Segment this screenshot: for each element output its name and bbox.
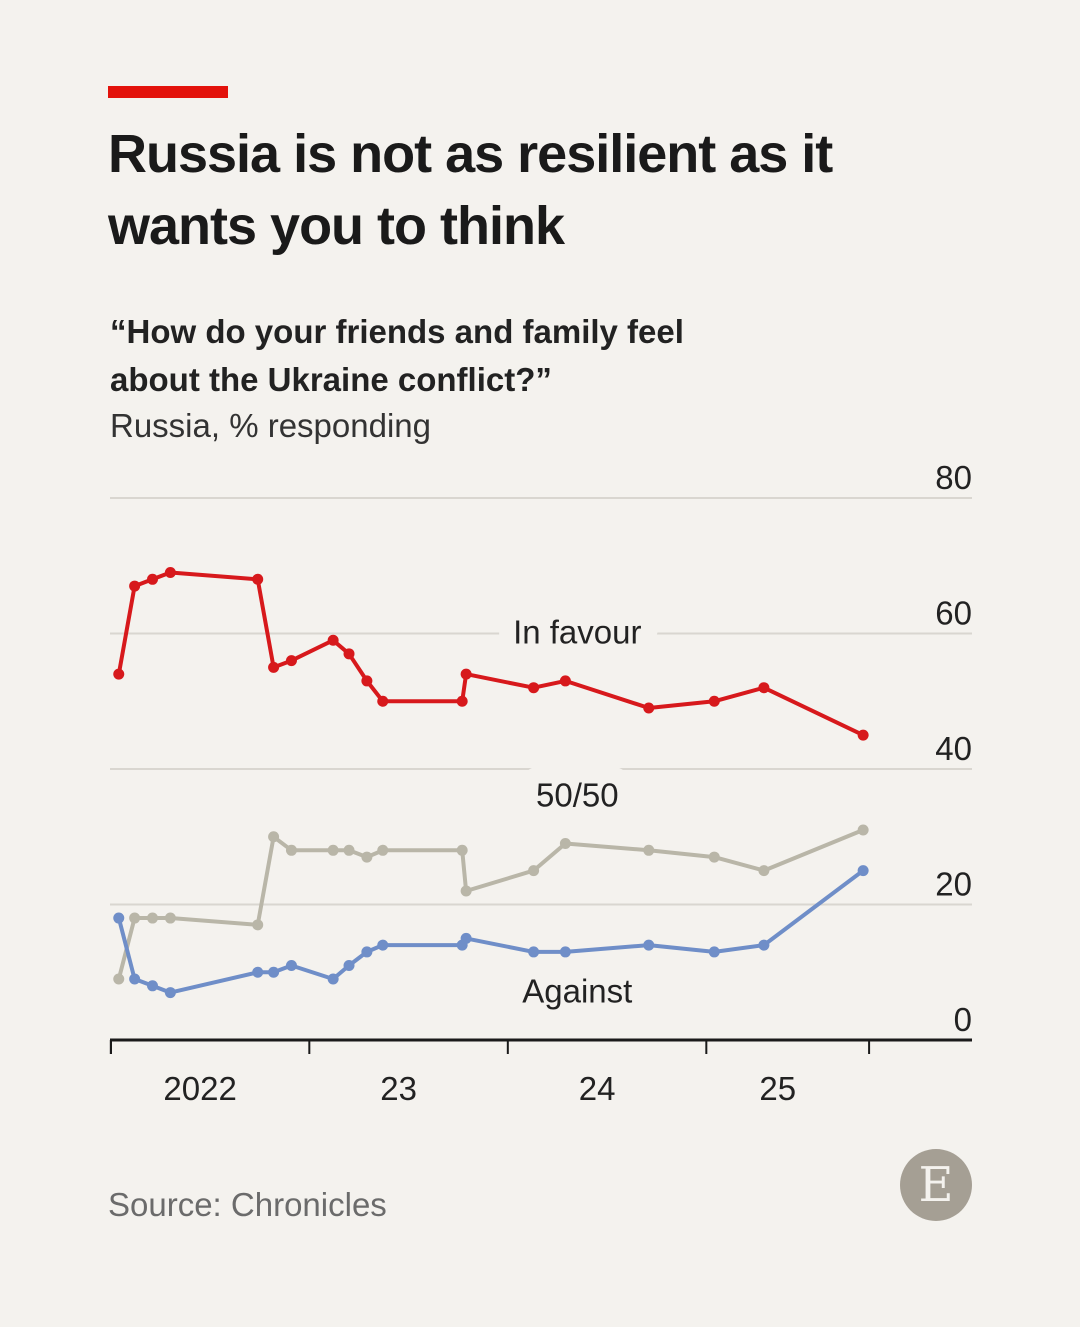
data-point-50-50-8 [343, 844, 355, 856]
data-point-50-50-11 [456, 844, 468, 856]
data-point-against-4 [252, 966, 264, 978]
data-point-against-6 [285, 959, 297, 971]
data-point-against-0 [113, 912, 125, 924]
y-tick-label-20: 20 [935, 866, 972, 903]
data-point-50-50-0 [113, 973, 125, 985]
data-point-in-favour-6 [285, 655, 297, 667]
data-point-in-favour-1 [129, 580, 141, 592]
data-point-50-50-2 [147, 912, 159, 924]
data-point-in-favour-17 [758, 682, 770, 694]
data-point-50-50-18 [857, 824, 869, 836]
data-point-50-50-3 [164, 912, 176, 924]
data-point-50-50-7 [327, 844, 339, 856]
x-tick-label-2022: 2022 [163, 1070, 236, 1107]
x-tick-label-24: 24 [579, 1070, 616, 1107]
data-point-against-17 [758, 939, 770, 951]
y-tick-label-0: 0 [954, 1001, 972, 1038]
data-point-in-favour-16 [708, 695, 720, 707]
series-label-50-50: 50/50 [536, 776, 619, 813]
data-point-50-50-5 [268, 831, 280, 843]
data-point-in-favour-5 [268, 661, 280, 673]
accent-bar [108, 86, 228, 98]
x-tick-label-25: 25 [759, 1070, 796, 1107]
data-point-against-8 [343, 959, 355, 971]
series-label-in-favour: In favour [513, 614, 641, 651]
data-point-in-favour-15 [643, 702, 655, 714]
data-point-in-favour-18 [857, 729, 869, 741]
chart-units: Russia, % responding [110, 407, 432, 444]
y-tick-label-80: 80 [935, 459, 972, 496]
series-line-in-favour [116, 570, 866, 738]
source-note: Source: Chronicles [108, 1186, 387, 1223]
data-point-against-5 [268, 966, 280, 978]
data-point-50-50-1 [129, 912, 141, 924]
data-point-in-favour-11 [456, 695, 468, 707]
y-tick-label-60: 60 [935, 595, 972, 632]
data-point-against-9 [361, 946, 373, 958]
data-point-against-7 [327, 973, 339, 985]
y-axis-labels: 0 20 40 60 80 [935, 459, 972, 1038]
data-point-in-favour-4 [252, 573, 264, 585]
data-point-against-2 [147, 980, 159, 992]
series-line-against [116, 868, 866, 995]
data-point-in-favour-0 [113, 668, 125, 680]
data-point-in-favour-13 [528, 682, 540, 694]
data-point-against-13 [528, 946, 540, 958]
data-point-50-50-12 [460, 885, 472, 897]
data-point-against-15 [643, 939, 655, 951]
series-label-against: Against [522, 973, 632, 1010]
chart-subtitle: “How do your friends and family feel abo… [110, 313, 684, 398]
data-point-in-favour-12 [460, 668, 472, 680]
data-point-50-50-9 [361, 851, 373, 863]
data-point-against-14 [559, 946, 571, 958]
y-tick-label-40: 40 [935, 730, 972, 767]
x-axis: 2022 23 24 25 [109, 1038, 972, 1107]
data-point-50-50-15 [643, 844, 655, 856]
data-point-50-50-10 [377, 844, 389, 856]
data-point-50-50-6 [285, 844, 297, 856]
data-point-against-10 [377, 939, 389, 951]
data-point-against-1 [129, 973, 141, 985]
data-point-against-18 [857, 865, 869, 877]
data-point-50-50-4 [252, 919, 264, 931]
data-point-in-favour-3 [164, 567, 176, 579]
data-point-in-favour-2 [147, 573, 159, 585]
data-point-in-favour-10 [377, 695, 389, 707]
data-point-against-3 [164, 987, 176, 999]
chart-title: Russia is not as resilient as it wants y… [108, 124, 833, 256]
data-point-in-favour-9 [361, 675, 373, 687]
data-point-50-50-17 [758, 865, 770, 877]
x-tick-label-23: 23 [380, 1070, 417, 1107]
data-point-50-50-13 [528, 865, 540, 877]
series-lines [113, 567, 869, 999]
data-point-50-50-14 [559, 838, 571, 850]
data-point-in-favour-7 [327, 634, 339, 646]
data-point-in-favour-8 [343, 648, 355, 660]
data-point-in-favour-14 [559, 675, 571, 687]
data-point-against-12 [460, 932, 472, 944]
gridlines [110, 497, 972, 906]
economist-logo: E [900, 1149, 972, 1221]
data-point-against-16 [708, 946, 720, 958]
data-point-50-50-16 [708, 851, 720, 863]
